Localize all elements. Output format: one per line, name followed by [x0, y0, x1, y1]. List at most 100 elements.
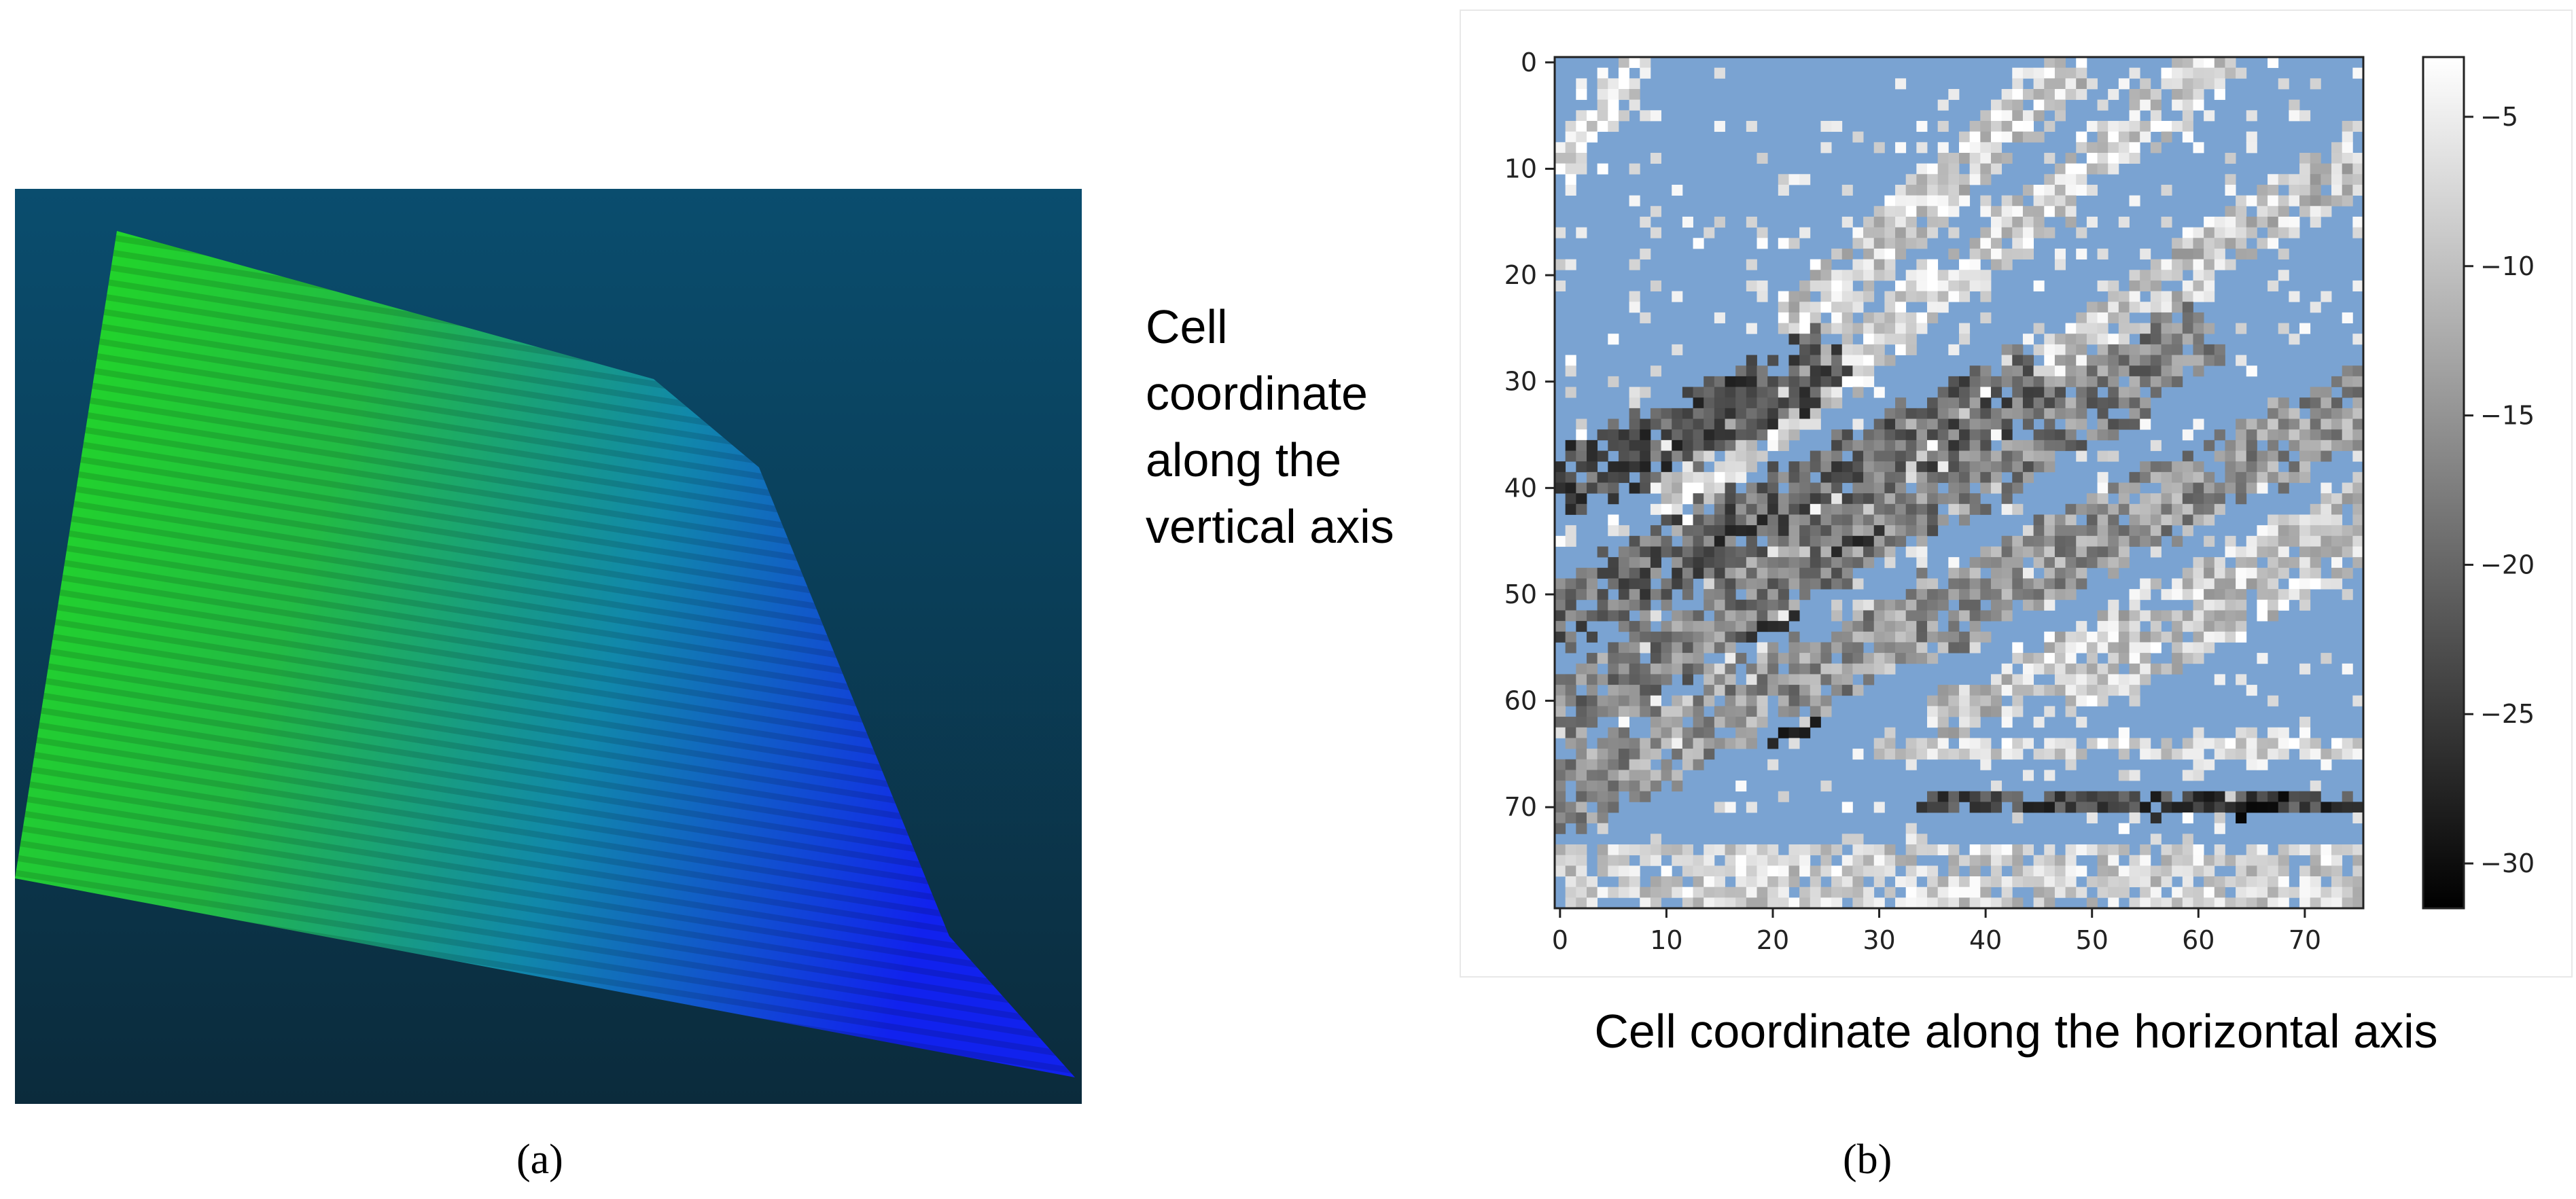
heatmap-cell: [2097, 621, 2109, 632]
heatmap-cell: [2172, 355, 2183, 366]
heatmap-cell: [2268, 429, 2279, 441]
heatmap-cell: [2129, 120, 2140, 132]
heatmap-cell: [2054, 642, 2066, 654]
heatmap-cell: [2342, 663, 2353, 675]
heatmap-cell: [1905, 216, 1917, 228]
heatmap-cell: [2310, 844, 2321, 856]
heatmap-cell: [1586, 120, 1598, 132]
heatmap-cell: [2065, 88, 2077, 101]
heatmap-cell: [1650, 503, 1661, 515]
heatmap-cell: [1672, 717, 1683, 728]
heatmap-cell: [2214, 567, 2225, 579]
heatmap-cell: [1884, 355, 1896, 366]
heatmap-cell: [2321, 653, 2332, 664]
heatmap-cell: [1565, 887, 1576, 898]
heatmap-cell: [1608, 578, 1619, 590]
heatmap-cell: [2278, 738, 2289, 749]
heatmap-cell: [1757, 397, 1768, 409]
heatmap-cell: [2225, 535, 2236, 547]
heatmap-cell: [2086, 897, 2098, 909]
heatmap-cell: [1873, 238, 1885, 249]
heatmap-cell: [1757, 674, 1768, 685]
heatmap-cell: [1831, 291, 1843, 302]
heatmap-cell: [1565, 184, 1576, 196]
heatmap-cell: [1618, 749, 1630, 760]
heatmap-cell: [1629, 589, 1640, 601]
heatmap-cell: [1873, 471, 1885, 483]
heatmap-cell: [2118, 482, 2130, 494]
heatmap-cell: [1884, 334, 1896, 345]
heatmap-cell: [1672, 429, 1683, 441]
heatmap-cell: [1586, 482, 1598, 494]
heatmap-cell: [2172, 621, 2183, 632]
heatmap-cell: [1735, 706, 1747, 717]
heatmap-cell: [1608, 674, 1619, 685]
heatmap-cell: [1916, 270, 1928, 281]
heatmap-cell: [1661, 589, 1672, 601]
heatmap-cell: [2086, 152, 2098, 164]
heatmap-cell: [1916, 471, 1928, 483]
heatmap-cell: [2076, 717, 2087, 728]
heatmap-cell: [1629, 567, 1640, 579]
heatmap-cell: [1969, 578, 1981, 590]
heatmap-cell: [1937, 418, 1949, 430]
heatmap-cell: [2342, 738, 2353, 749]
heatmap-cell: [1693, 738, 1704, 749]
heatmap-cell: [2001, 152, 2013, 164]
heatmap-cell: [2044, 855, 2055, 866]
heatmap-cell: [1608, 781, 1619, 792]
heatmap-cell: [2172, 855, 2183, 866]
heatmap-cell: [2140, 376, 2151, 387]
heatmap-cell: [1969, 887, 1981, 898]
heatmap-cell: [1927, 163, 1939, 175]
heatmap-cell: [1565, 578, 1576, 590]
heatmap-cell: [1937, 291, 1949, 302]
heatmap-cell: [2108, 120, 2119, 132]
heatmap-cell: [1682, 887, 1693, 898]
heatmap-cell: [2342, 174, 2353, 185]
heatmap-cell: [2033, 865, 2045, 877]
heatmap-cell: [1937, 802, 1949, 813]
heatmap-cell: [1597, 865, 1608, 877]
heatmap-cell: [2268, 727, 2279, 738]
heatmap-cell: [1714, 557, 1725, 569]
heatmap-cell: [2214, 802, 2225, 813]
heatmap-cell: [1810, 674, 1821, 685]
heatmap-cell: [2193, 259, 2204, 270]
heatmap-cell: [2012, 855, 2024, 866]
heatmap-cell: [1661, 418, 1672, 430]
heatmap-cell: [1969, 876, 1981, 888]
heatmap-cell: [2001, 897, 2013, 909]
heatmap-cell: [2086, 557, 2098, 569]
heatmap-cell: [1555, 471, 1566, 483]
heatmap-cell: [1757, 408, 1768, 419]
heatmap-cell: [1555, 823, 1566, 834]
heatmap-cell: [2289, 738, 2300, 749]
heatmap-cell: [2054, 387, 2066, 398]
heatmap-cell: [1873, 323, 1885, 334]
heatmap-cell: [1927, 429, 1939, 441]
heatmap-cell: [2001, 589, 2013, 601]
heatmap-cell: [2193, 270, 2204, 281]
heatmap-cell: [1841, 578, 1853, 590]
heatmap-cell: [1576, 429, 1587, 441]
heatmap-cell: [1852, 621, 1864, 632]
heatmap-cell: [1608, 471, 1619, 483]
heatmap-cell: [1565, 471, 1576, 483]
heatmap-cell: [1990, 610, 2002, 622]
heatmap-cell: [1565, 727, 1576, 738]
heatmap-cell: [2022, 365, 2034, 377]
heatmap-cell: [1629, 663, 1640, 675]
heatmap-cell: [1629, 770, 1640, 781]
heatmap-cell: [2150, 376, 2162, 387]
heatmap-cell: [2246, 440, 2257, 451]
heatmap-cell: [1576, 440, 1587, 451]
heatmap-cell: [2150, 642, 2162, 654]
heatmap-cell: [1735, 897, 1747, 909]
heatmap-cell: [2289, 184, 2300, 196]
heatmap-cell: [1831, 865, 1843, 877]
heatmap-cell: [1905, 855, 1917, 866]
heatmap-cell: [1820, 706, 1832, 717]
heatmap-cell: [2097, 99, 2109, 111]
heatmap-cell: [2278, 876, 2289, 888]
